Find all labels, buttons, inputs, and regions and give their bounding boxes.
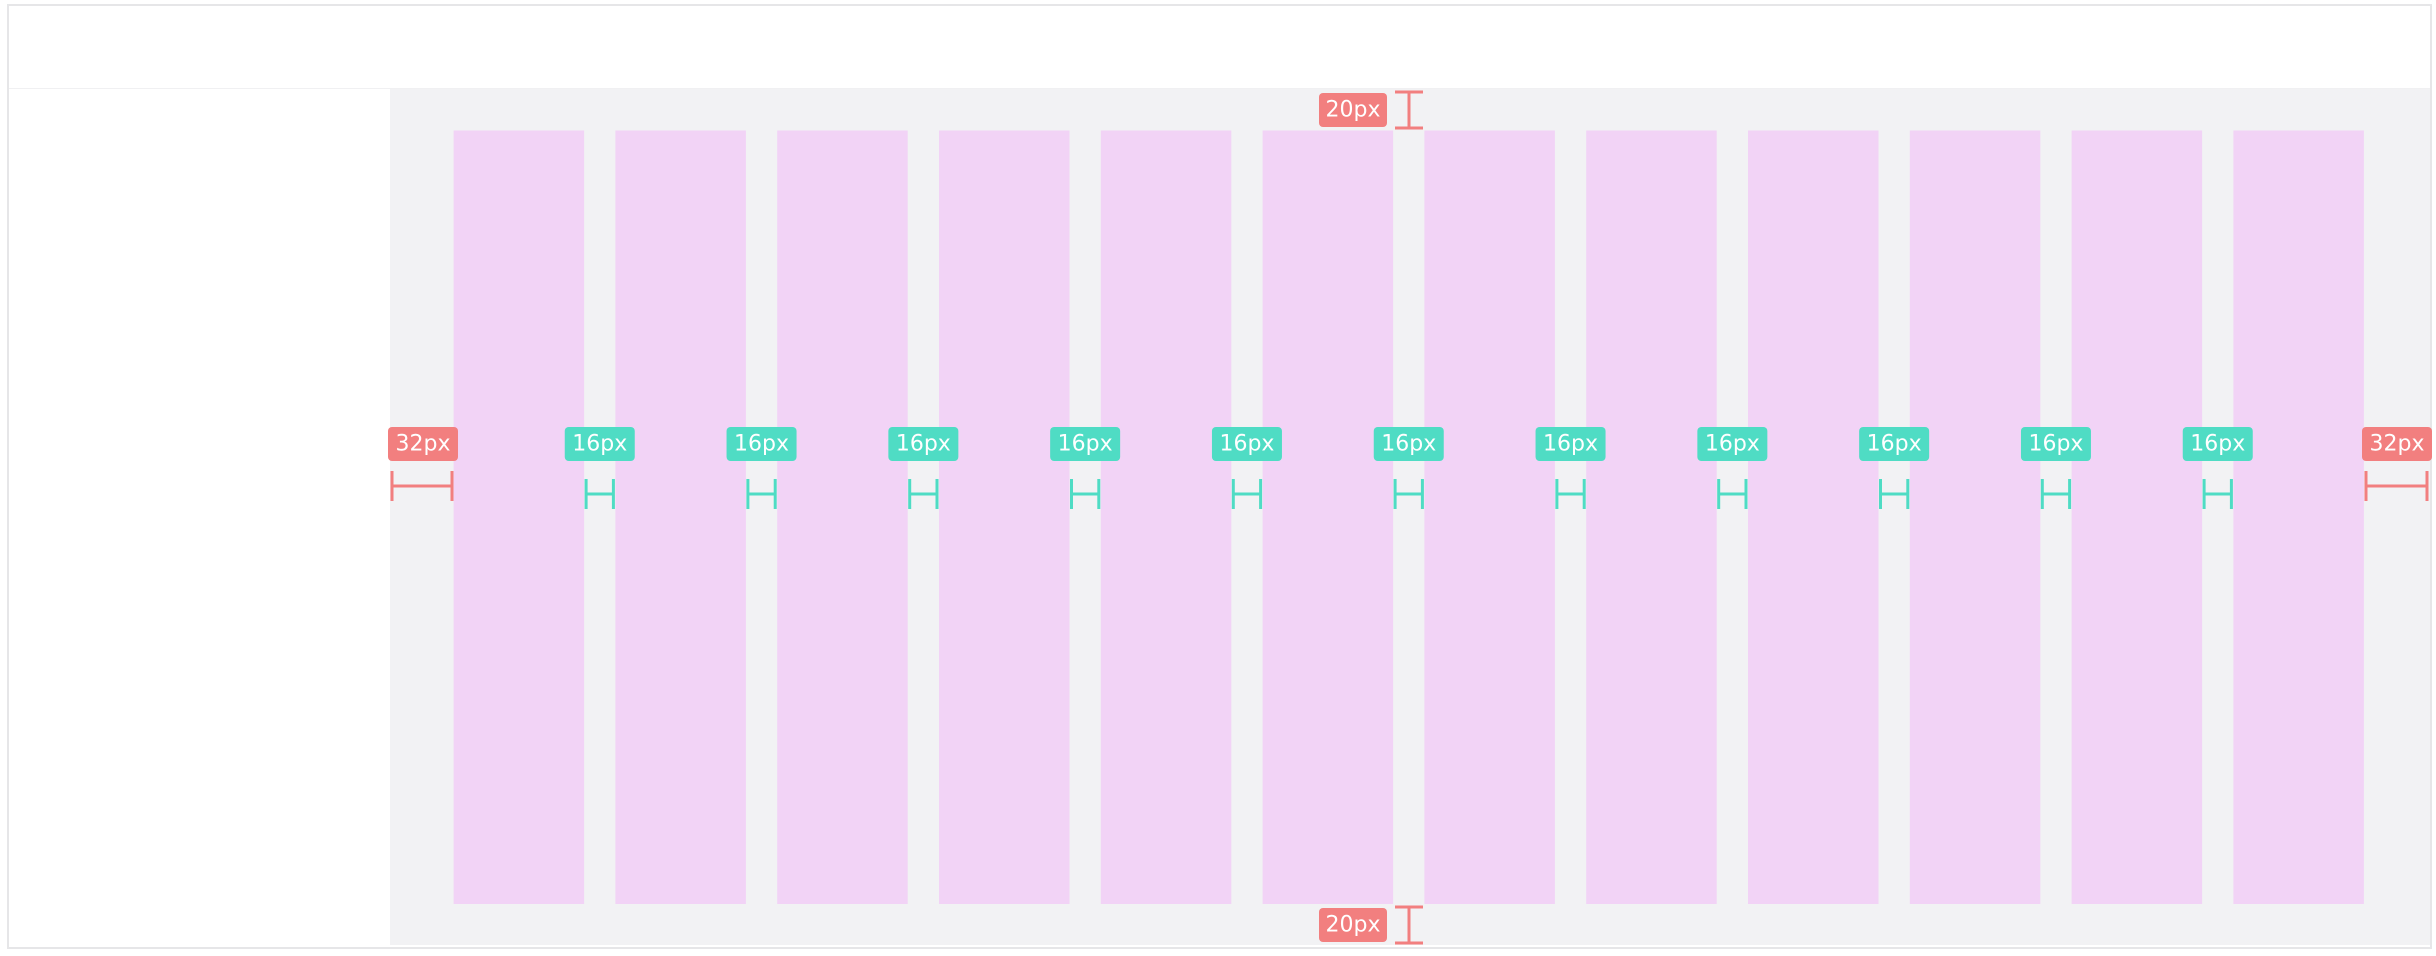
gutter-label-badge: [726, 427, 797, 461]
gutter-label-badge: [888, 427, 959, 461]
gutter-label-badge: [2182, 427, 2253, 461]
gutter-label: 16px: [1543, 432, 1598, 457]
sidebar: [9, 89, 390, 946]
gutter-label-badge: [564, 427, 635, 461]
columns: [453, 130, 2364, 904]
gutter-label-badge: [1373, 427, 1444, 461]
gutter-label-badge: [1050, 427, 1121, 461]
margin-bottom-label-badge: [1319, 908, 1387, 942]
gutter-label: 16px: [2190, 432, 2245, 457]
margin-top-label: 20px: [1326, 98, 1381, 123]
gutter-label: 16px: [1867, 432, 1922, 457]
margin-left-label-badge: [388, 427, 458, 461]
margin-right-label-badge: [2362, 427, 2432, 461]
grid-column: [1100, 130, 1232, 904]
gutter-label-badge: [1697, 427, 1768, 461]
margin-top-label-badge: [1319, 93, 1387, 127]
gutter-label-badge: [1535, 427, 1606, 461]
grid-column: [939, 130, 1070, 904]
grid-column: [615, 130, 746, 904]
grid-column: [1262, 130, 1394, 904]
margin-left-label: 32px: [396, 432, 451, 457]
gutter-label: 16px: [1058, 432, 1113, 457]
gutter-label: 16px: [734, 432, 789, 457]
gutter-label: 16px: [572, 432, 627, 457]
grid-column: [1748, 130, 1879, 904]
gutter-label: 16px: [1219, 432, 1274, 457]
grid-column: [777, 130, 908, 904]
gutter-label: 16px: [1381, 432, 1436, 457]
gutter-label: 16px: [896, 432, 951, 457]
grid-column: [1424, 130, 1555, 904]
gutter-label: 16px: [2028, 432, 2083, 457]
margin-right-label: 32px: [2370, 432, 2425, 457]
gutter-label-badge: [1211, 427, 1282, 461]
header: [9, 6, 2430, 89]
grid-column: [1586, 130, 1717, 904]
gutter-label-badge: [1859, 427, 1930, 461]
gutter-label-badge: [2020, 427, 2091, 461]
grid-column: [2071, 130, 2203, 904]
grid-column: [2233, 130, 2364, 904]
grid-column: [1909, 130, 2041, 904]
gutter-label: 16px: [1705, 432, 1760, 457]
annotations: 20px 20px 32px 32px 16px 16px 16px 16px 16px 16px…: [388, 90, 2432, 945]
margin-bottom-label: 20px: [1326, 913, 1381, 938]
grid-column: [453, 130, 585, 904]
